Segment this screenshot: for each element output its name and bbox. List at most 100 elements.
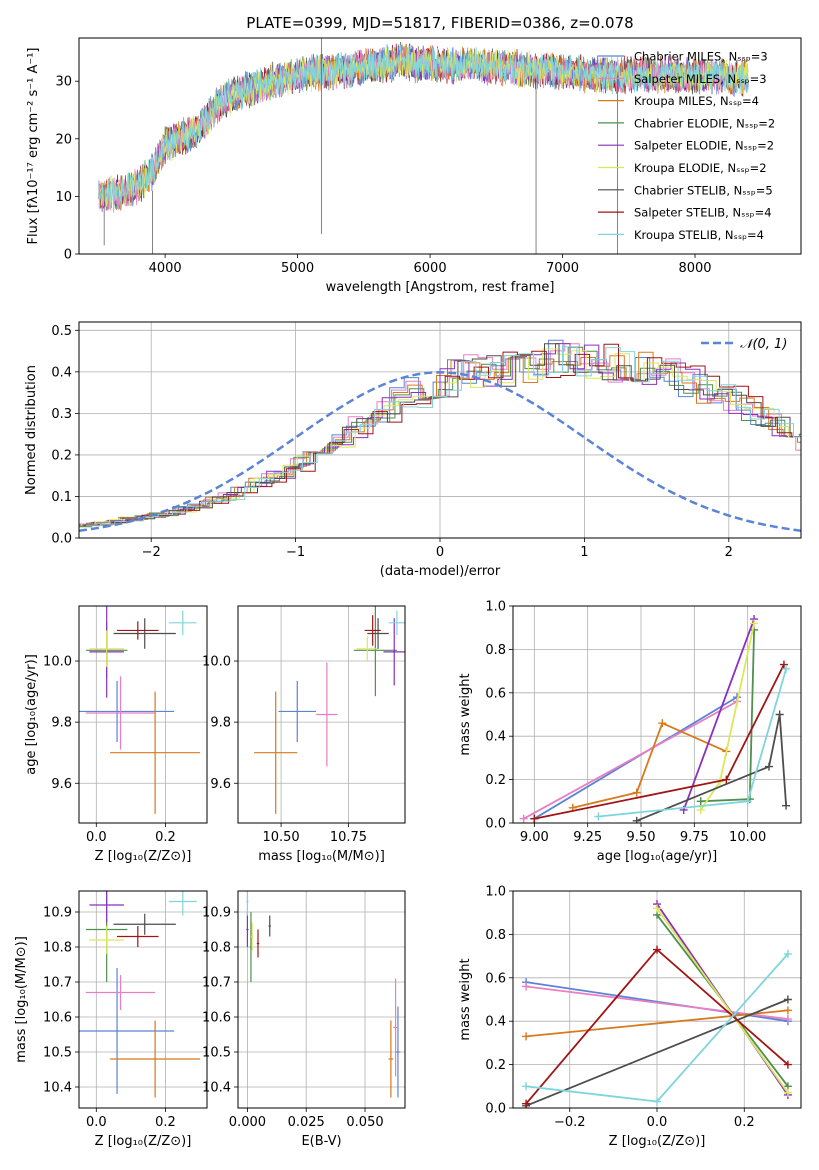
y-tick-label: 10.9 [202,906,231,921]
y-tick-label: 0.0 [485,817,506,832]
weight-line-1 [525,985,789,1020]
y-tick-label: 0.1 [51,490,72,505]
weight-point-5 [783,1088,792,1097]
panel-mass-vs-ebv: 0.000 0.025 0.050 10.4 10.5 10.6 10.7 10.8 10.9 E… [202,890,406,1149]
plot-area [79,606,207,823]
y-tick-label: 10.4 [202,1081,231,1096]
weight-point-6 [782,801,791,810]
axes: 0.000 0.025 0.050 10.4 10.5 10.6 10.7 10.8 10.9 E… [202,890,406,1149]
y-tick-label: 9.8 [210,716,231,731]
x-tick-label: 0.2 [734,1115,755,1130]
y-tick-label: 10.7 [43,976,72,991]
x-tick-label: 1 [580,545,588,560]
y-tick-label: 20 [55,132,72,147]
weight-point-5 [696,805,705,814]
x-tick-label: 10.75 [330,830,367,845]
x-tick-label: 0.0 [647,1115,668,1130]
y-tick-label: 10.8 [202,941,231,956]
y-tick-label: 0.2 [485,1058,506,1073]
weight-point-8 [522,1082,531,1091]
x-axis-label: Z [log₁₀(Z/Z⊙)] [95,1134,192,1149]
y-tick-label: 0.6 [485,686,506,701]
weight-point-6 [783,995,792,1004]
chart-title: PLATE=0399, MJD=51817, FIBERID=0386, z=0… [246,14,633,32]
x-tick-label: −1 [286,545,305,560]
y-tick-label: 10.5 [43,1046,72,1061]
weight-point-7 [783,1060,792,1069]
x-axis-label: mass [log₁₀(M/M⊙)] [258,849,385,864]
weight-point-6 [775,710,784,719]
axes: −0.2 0.0 0.2 0.0 0.2 0.4 0.6 0.8 1.0 Z [log₁₀(Z/Z… [458,885,802,1149]
x-tick-label: 9.75 [680,830,709,845]
y-tick-label: 10.9 [43,906,72,921]
x-tick-label: 7000 [546,261,579,276]
y-tick-label: 0.8 [485,643,506,658]
y-tick-label: 10.8 [43,941,72,956]
x-tick-label: 0.050 [346,1115,383,1130]
legend-label: Chabrier STELIB, Nₛₛₚ=5 [634,183,773,197]
y-tick-label: 1.0 [485,600,506,615]
axes-frame [78,321,802,539]
histogram-series-1 [79,343,801,527]
weight-point-8 [594,812,603,821]
panel-residuals: −2 −1 0 1 2 0.0 0.1 0.2 0.3 0.4 0.5 (data-model)/er… [24,321,802,579]
weight-point-2 [783,1006,792,1015]
y-tick-label: 0.8 [485,928,506,943]
x-tick-label: 5000 [281,261,314,276]
weight-line-2 [526,1009,788,1038]
y-tick-label: 10.0 [43,655,72,670]
x-tick-label: 0.000 [229,1115,266,1130]
y-tick-label: 0.2 [485,773,506,788]
y-tick-label: 0.4 [485,730,506,745]
plot-area [238,891,405,1108]
axes: 0.0 0.2 9.6 9.8 10.0 Z [log₁₀(Z/Z⊙)] age [log₁… [24,605,208,864]
weight-point-2 [522,1032,531,1041]
weight-line-6 [525,998,789,1107]
plot-area [79,322,801,538]
plot-area [98,38,749,254]
weight-point-6 [632,816,641,823]
weight-point-1 [519,814,528,823]
y-tick-label: 30 [55,75,72,90]
x-tick-label: 10.00 [729,830,766,845]
x-tick-label: 8000 [678,261,711,276]
spectrum-series-8 [98,44,749,210]
panel-spectrum: 4000 5000 6000 7000 8000 0 10 20 30 wavelength [A… [26,14,802,295]
legend-label: Salpeter ELODIE, Nₛₛₚ=2 [634,139,774,153]
plot-area [79,891,207,1108]
y-tick-label: 9.6 [210,777,231,792]
weight-point-1 [522,982,531,991]
weight-point-2 [658,719,667,728]
y-tick-label: 1.0 [485,885,506,900]
weight-point-5 [750,619,759,628]
y-tick-label: 0.4 [51,365,72,380]
legend-label: 𝒩(0, 1) [740,337,787,352]
legend-label: Chabrier ELODIE, Nₛₛₚ=2 [634,116,775,130]
axes-frame [78,37,802,255]
plot-area [238,606,405,823]
weight-point-7 [653,945,661,954]
axes: 9.00 9.25 9.50 9.75 10.00 0.0 0.2 0.4 0.6 0.8 1.0 a… [458,600,802,864]
axes-frame [78,605,208,824]
axes: 4000 5000 6000 7000 8000 0 10 20 30 wavelength [A… [26,37,802,295]
weight-point-7 [522,1099,531,1108]
panel-age-vs-mass: 10.50 10.75 9.6 9.8 10.0 mass [log₁₀(M/M⊙)] [202,605,406,864]
plot-area [513,891,801,1108]
x-tick-label: 0.2 [155,830,176,845]
weight-point-6 [765,762,773,771]
y-tick-label: 10.7 [202,976,231,991]
y-tick-label: 9.6 [51,777,72,792]
weight-point-2 [632,788,641,797]
histogram-series-4 [79,343,801,525]
weight-point-8 [782,664,791,673]
y-tick-label: 0.4 [485,1015,506,1030]
weight-point-8 [783,949,792,958]
x-tick-label: 2 [725,545,733,560]
x-axis-label: Z [log₁₀(Z/Z⊙)] [609,1134,706,1149]
y-tick-label: 0.0 [485,1102,506,1117]
weight-point-8 [653,1097,661,1106]
weight-point-7 [722,775,731,784]
x-tick-label: 9.00 [520,830,549,845]
x-tick-label: −0.2 [554,1115,586,1130]
y-axis-label: mass weight [458,673,473,755]
